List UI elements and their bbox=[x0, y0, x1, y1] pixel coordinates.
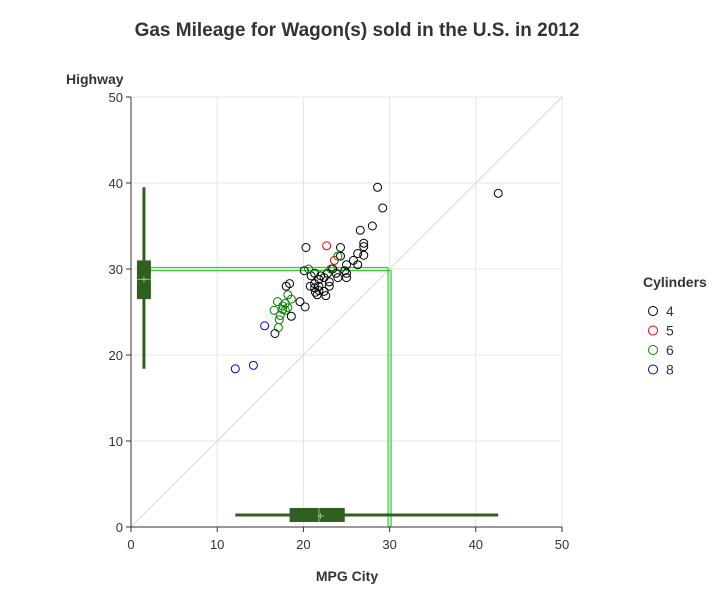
data-point-cyl-4 bbox=[373, 182, 383, 192]
data-point-cyl-4 bbox=[301, 243, 311, 252]
y-tick-label: 40 bbox=[109, 176, 123, 191]
chart-title: Gas Mileage for Wagon(s) sold in the U.S… bbox=[135, 20, 580, 41]
data-point-cyl-4 bbox=[333, 273, 343, 283]
x-tick-label: 50 bbox=[555, 537, 569, 552]
data-point-cyl-4 bbox=[359, 238, 369, 248]
grid bbox=[131, 96, 563, 527]
data-point-cyl-4 bbox=[367, 221, 377, 231]
data-point-cyl-4 bbox=[310, 279, 320, 289]
data-point-cyl-4 bbox=[353, 249, 363, 259]
data-point-cyl-4 bbox=[335, 251, 345, 261]
data-point-cyl-4 bbox=[378, 203, 388, 213]
boxplots: ++ bbox=[136, 187, 499, 522]
data-point-cyl-4 bbox=[286, 311, 296, 321]
data-point-cyl-5 bbox=[322, 241, 332, 251]
data-point-cyl-4 bbox=[324, 281, 334, 291]
data-point-cyl-4 bbox=[270, 329, 280, 338]
data-point-cyl-4 bbox=[355, 225, 365, 235]
x-tick-label: 0 bbox=[127, 537, 134, 552]
data-point-cyl-6 bbox=[283, 303, 293, 313]
data-point-cyl-4 bbox=[299, 266, 309, 276]
data-point-cyl-8 bbox=[248, 360, 258, 370]
data-point-cyl-6 bbox=[269, 305, 279, 315]
data-point-cyl-6 bbox=[275, 310, 285, 320]
diagonal-line bbox=[130, 96, 563, 528]
legend-marker-4 bbox=[648, 306, 658, 316]
axes: 0 10 20 30 40 50 0 10 20 30 40 50 bbox=[109, 90, 570, 552]
boxplot-x-box bbox=[289, 507, 345, 522]
data-point-cyl-6 bbox=[326, 264, 336, 274]
reference-lines bbox=[141, 266, 392, 527]
legend: Cylinders 4 5 6 8 bbox=[643, 274, 707, 378]
data-point-cyl-6 bbox=[273, 297, 283, 307]
x-tick-label: 10 bbox=[210, 537, 224, 552]
data-point-cyl-4 bbox=[295, 297, 305, 307]
data-point-cyl-4 bbox=[300, 302, 310, 312]
data-point-cyl-8 bbox=[260, 321, 270, 331]
data-point-cyl-6 bbox=[286, 294, 296, 304]
y-tick-label: 50 bbox=[109, 90, 123, 105]
data-point-cyl-6 bbox=[304, 264, 314, 274]
data-point-cyl-6 bbox=[273, 322, 283, 332]
boxplot-y-mean: + bbox=[140, 274, 148, 285]
data-point-cyl-4 bbox=[342, 260, 351, 270]
legend-label-8: 8 bbox=[666, 362, 674, 378]
y-tick-label: 30 bbox=[109, 262, 123, 277]
boxplot-x-mean: + bbox=[316, 511, 324, 522]
data-point-cyl-6 bbox=[333, 251, 343, 261]
data-point-cyl-8 bbox=[230, 364, 240, 374]
legend-title: Cylinders bbox=[643, 274, 707, 290]
data-point-cyl-6 bbox=[280, 305, 290, 315]
data-point-cyl-4 bbox=[310, 287, 320, 297]
legend-label-6: 6 bbox=[666, 342, 674, 358]
legend-label-4: 4 bbox=[666, 303, 674, 319]
data-point-cyl-4 bbox=[281, 281, 291, 291]
data-points bbox=[230, 182, 503, 374]
legend-label-5: 5 bbox=[666, 323, 674, 339]
data-point-cyl-4 bbox=[324, 277, 334, 287]
x-tick-label: 20 bbox=[296, 537, 310, 552]
data-point-cyl-4 bbox=[335, 243, 345, 252]
x-tick-label: 40 bbox=[469, 537, 483, 552]
diagonal-reference bbox=[130, 96, 563, 528]
data-point-cyl-4 bbox=[359, 242, 369, 252]
data-point-cyl-4 bbox=[305, 281, 315, 291]
data-point-cyl-4 bbox=[342, 273, 351, 283]
x-tick-label: 30 bbox=[382, 537, 396, 552]
x-axis-title: MPG City bbox=[316, 568, 378, 584]
data-point-cyl-4 bbox=[321, 291, 331, 301]
legend-marker-5 bbox=[648, 325, 658, 336]
data-point-cyl-4 bbox=[312, 290, 322, 300]
y-tick-label: 20 bbox=[109, 348, 123, 363]
legend-marker-6 bbox=[648, 345, 658, 355]
data-point-cyl-6 bbox=[278, 301, 288, 311]
data-point-cyl-4 bbox=[353, 260, 363, 270]
data-point-cyl-4 bbox=[359, 250, 369, 260]
data-point-cyl-4 bbox=[493, 188, 503, 198]
y-tick-label: 0 bbox=[116, 520, 123, 535]
data-point-cyl-4 bbox=[342, 268, 351, 278]
y-tick-label: 10 bbox=[109, 434, 123, 449]
y-axis-title: Highway bbox=[66, 71, 124, 87]
legend-marker-8 bbox=[648, 364, 658, 375]
data-point-cyl-4 bbox=[340, 266, 350, 276]
